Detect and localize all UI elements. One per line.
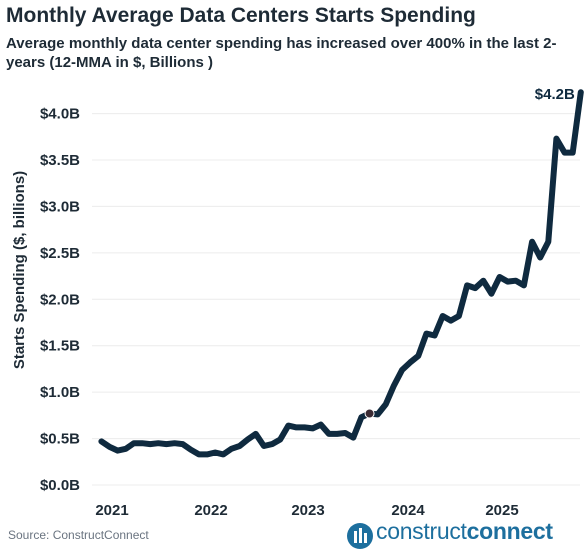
y-tick-label: $4.0B bbox=[40, 106, 80, 123]
x-tick-label: 2021 bbox=[95, 502, 128, 519]
gridlines bbox=[92, 113, 580, 486]
x-tick-label: 2024 bbox=[391, 502, 425, 519]
x-tick-label: 2022 bbox=[194, 502, 227, 519]
y-tick-label: $2.5B bbox=[40, 245, 80, 262]
y-tick-label: $0.5B bbox=[40, 431, 80, 448]
y-tick-label: $3.5B bbox=[40, 152, 80, 169]
brand-wordmark-light: construct bbox=[376, 518, 467, 544]
y-axis-label: Starts Spending ($, billions) bbox=[11, 171, 28, 369]
y-axis-ticks: $0.0B $0.5B $1.0B $1.5B $2.0B $2.5B $3.0B $3.5B… bbox=[40, 106, 80, 494]
brand-wordmark-bold: connect bbox=[466, 518, 553, 544]
y-tick-label: $1.5B bbox=[40, 338, 80, 355]
brand-logo-icon bbox=[347, 523, 373, 549]
highlight-marker bbox=[364, 408, 375, 419]
x-tick-label: 2023 bbox=[291, 502, 324, 519]
y-tick-label: $1.0B bbox=[40, 384, 80, 401]
y-tick-label: $0.0B bbox=[40, 477, 80, 494]
y-tick-label: $2.0B bbox=[40, 291, 80, 308]
chart-subtitle: Average monthly data center spending has… bbox=[6, 35, 557, 71]
chart-title: Monthly Average Data Centers Starts Spen… bbox=[6, 4, 476, 27]
y-tick-label: $3.0B bbox=[40, 198, 80, 215]
brand-wordmark: constructconnect bbox=[376, 518, 553, 545]
source-note: Source: ConstructConnect bbox=[8, 528, 149, 542]
series-line bbox=[98, 89, 584, 458]
x-tick-label: 2025 bbox=[485, 502, 518, 519]
x-axis-ticks: 2021 2022 2023 2024 2025 bbox=[95, 502, 518, 519]
end-value-label: $4.2B bbox=[535, 86, 575, 103]
series-group: $4.2B bbox=[98, 86, 584, 458]
